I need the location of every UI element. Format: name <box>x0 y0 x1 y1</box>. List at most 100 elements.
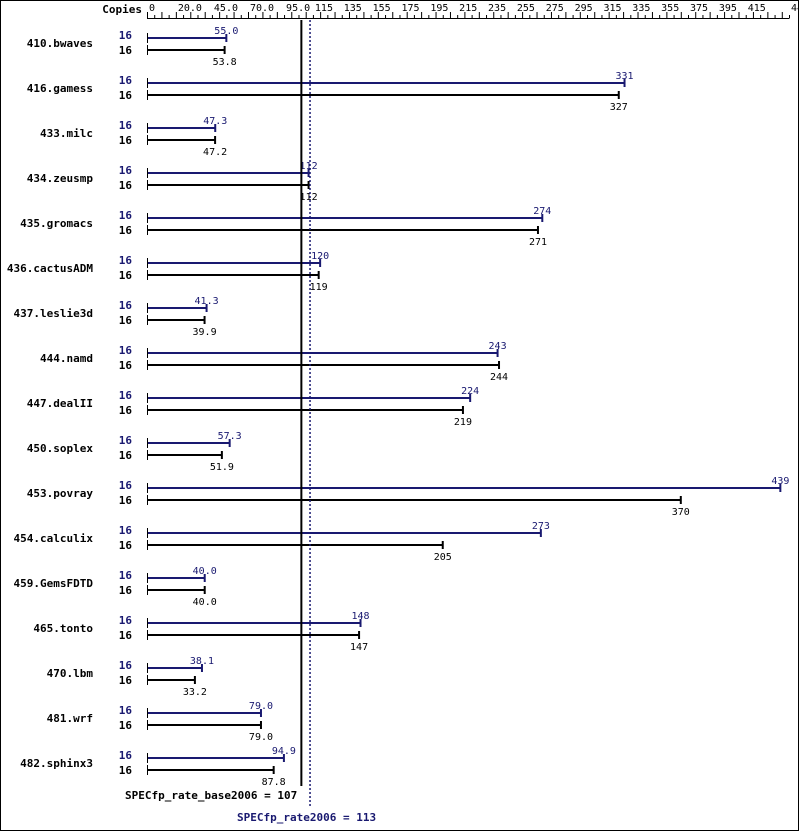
copies-label-peak: 16 <box>119 479 133 492</box>
benchmark-label: 436.cactusADM <box>7 262 93 275</box>
x-tick-label: 375 <box>690 3 708 14</box>
data-label-base: 87.8 <box>262 777 286 788</box>
copies-label-peak: 16 <box>119 659 133 672</box>
x-tick-label: 70.0 <box>250 3 274 14</box>
data-label-base: 271 <box>529 237 547 248</box>
benchmark-label: 447.dealII <box>27 397 93 410</box>
benchmark-label: 444.namd <box>40 352 93 365</box>
copies-label-peak: 16 <box>119 569 133 582</box>
peak-reference-label: SPECfp_rate2006 = 113 <box>237 811 376 824</box>
data-label-base: 40.0 <box>193 597 217 608</box>
data-label-peak: 40.0 <box>193 566 217 577</box>
data-label-peak: 274 <box>533 206 551 217</box>
data-label-base: 51.9 <box>210 462 234 473</box>
data-label-base: 53.8 <box>213 57 237 68</box>
data-label-peak: 439 <box>771 476 789 487</box>
base-reference-label: SPECfp_rate_base2006 = 107 <box>125 789 297 802</box>
x-axis: 0 20.0 45.0 70.0 95.0 115 135 155 175 195 215 235 25… <box>147 3 799 19</box>
copies-label-base: 16 <box>119 404 133 417</box>
data-label-peak: 120 <box>311 251 329 262</box>
x-tick-label: 415 <box>748 3 766 14</box>
copies-label-base: 16 <box>119 179 133 192</box>
benchmark-label: 459.GemsFDTD <box>14 577 94 590</box>
copies-label-peak: 16 <box>119 299 133 312</box>
copies-label-base: 16 <box>119 89 133 102</box>
data-label-peak: 331 <box>616 71 634 82</box>
benchmark-label: 454.calculix <box>14 532 94 545</box>
benchmark-label: 453.povray <box>27 487 94 500</box>
data-label-peak: 112 <box>300 161 318 172</box>
x-tick-label: 355 <box>661 3 679 14</box>
copies-label-base: 16 <box>119 314 133 327</box>
x-tick-label: 0 <box>149 3 155 14</box>
benchmark-label: 465.tonto <box>33 622 93 635</box>
x-tick-label: 115 <box>315 3 333 14</box>
x-tick-label: 215 <box>459 3 477 14</box>
data-label-peak: 38.1 <box>190 656 214 667</box>
data-label-peak: 94.9 <box>272 746 296 757</box>
x-tick-label: 275 <box>546 3 564 14</box>
data-label-peak: 273 <box>532 521 550 532</box>
copies-label-base: 16 <box>119 269 133 282</box>
data-label-base: 147 <box>350 642 368 653</box>
x-tick-label: 335 <box>632 3 650 14</box>
copies-label-peak: 16 <box>119 119 133 132</box>
data-label-peak: 224 <box>461 386 479 397</box>
x-tick-label: 135 <box>344 3 362 14</box>
data-label-base: 112 <box>300 192 318 203</box>
copies-label-base: 16 <box>119 224 133 237</box>
copies-label-peak: 16 <box>119 254 133 267</box>
x-tick-label: 255 <box>517 3 535 14</box>
data-label-peak: 148 <box>351 611 369 622</box>
copies-label-base: 16 <box>119 449 133 462</box>
benchmark-label: 416.gamess <box>27 82 93 95</box>
plot-area: 410.bwaves 16 16 55.0 53.8 416.gamess 16 16 331 3… <box>7 26 789 788</box>
copies-label-peak: 16 <box>119 614 133 627</box>
copies-axis-label: Copies <box>102 3 142 16</box>
x-tick-label: 315 <box>603 3 621 14</box>
copies-label-peak: 16 <box>119 749 133 762</box>
data-label-base: 370 <box>672 507 690 518</box>
copies-label-peak: 16 <box>119 704 133 717</box>
data-label-base: 327 <box>610 102 628 113</box>
copies-label-peak: 16 <box>119 344 133 357</box>
x-tick-label: 45.0 <box>214 3 238 14</box>
copies-label-base: 16 <box>119 629 133 642</box>
x-tick-label: 295 <box>575 3 593 14</box>
x-tick-label: 175 <box>401 3 419 14</box>
copies-label-peak: 16 <box>119 29 133 42</box>
data-label-peak: 243 <box>489 341 507 352</box>
x-tick-label: 445 <box>791 3 799 14</box>
x-tick-label: 95.0 <box>286 3 310 14</box>
data-label-base: 33.2 <box>183 687 207 698</box>
benchmark-label: 482.sphinx3 <box>20 757 93 770</box>
copies-label-peak: 16 <box>119 524 133 537</box>
data-label-base: 205 <box>434 552 452 563</box>
copies-label-base: 16 <box>119 494 133 507</box>
benchmark-label: 434.zeusmp <box>27 172 94 185</box>
copies-label-peak: 16 <box>119 434 133 447</box>
x-tick-label: 155 <box>373 3 391 14</box>
data-label-base: 219 <box>454 417 472 428</box>
data-label-peak: 79.0 <box>249 701 273 712</box>
copies-label-base: 16 <box>119 584 133 597</box>
data-label-base: 79.0 <box>249 732 273 743</box>
data-label-peak: 47.3 <box>203 116 227 127</box>
x-tick-label: 395 <box>719 3 737 14</box>
copies-label-base: 16 <box>119 44 133 57</box>
data-label-base: 39.9 <box>193 327 217 338</box>
copies-label-base: 16 <box>119 674 133 687</box>
data-label-peak: 57.3 <box>218 431 242 442</box>
copies-label-base: 16 <box>119 719 133 732</box>
benchmark-label: 435.gromacs <box>20 217 93 230</box>
x-tick-label: 195 <box>430 3 448 14</box>
benchmark-label: 481.wrf <box>47 712 93 725</box>
benchmark-label: 410.bwaves <box>27 37 93 50</box>
x-tick-label: 20.0 <box>178 3 202 14</box>
copies-label-peak: 16 <box>119 209 133 222</box>
copies-label-base: 16 <box>119 359 133 372</box>
copies-label-peak: 16 <box>119 164 133 177</box>
reference-lines: SPECfp_rate_base2006 = 107 SPECfp_rate200… <box>125 20 376 824</box>
